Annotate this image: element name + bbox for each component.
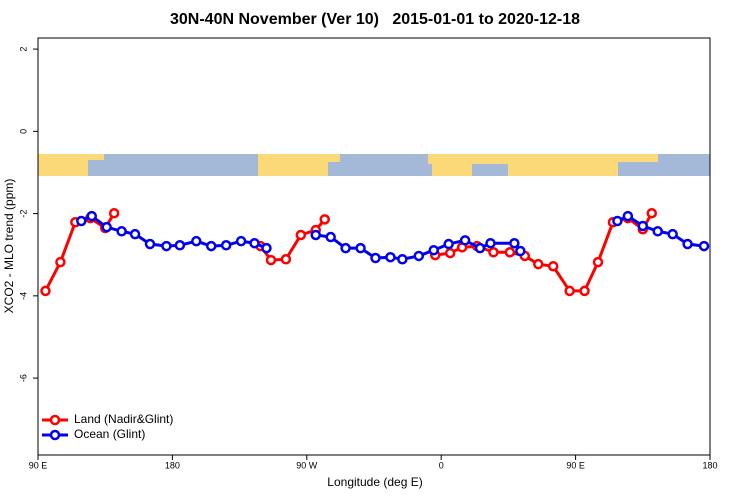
point <box>249 237 260 249</box>
point <box>355 242 366 254</box>
point <box>129 228 141 240</box>
point <box>235 235 247 247</box>
legend-label: Land (Nadir&Glint) <box>74 412 173 426</box>
y-tick-label: -6 <box>18 374 28 382</box>
point <box>504 247 516 258</box>
point <box>205 240 217 252</box>
point <box>310 229 322 241</box>
legend-label: Ocean (Glint) <box>74 427 145 441</box>
point <box>116 226 127 237</box>
y-tick-label: -2 <box>18 210 28 218</box>
point <box>76 215 87 227</box>
point <box>547 260 559 272</box>
point <box>370 252 381 264</box>
point <box>325 231 336 243</box>
point <box>191 235 202 247</box>
point <box>161 240 172 252</box>
point <box>444 247 456 259</box>
point <box>340 242 351 254</box>
point <box>265 254 277 266</box>
legend-marker <box>49 429 61 441</box>
point <box>86 210 98 222</box>
x-tick-label: 180 <box>165 460 180 470</box>
point <box>592 256 604 268</box>
point <box>428 244 439 256</box>
chart-title: 30N-40N November (Ver 10) 2015-01-01 to … <box>170 11 580 28</box>
point <box>174 240 186 251</box>
x-tick-label: 90 W <box>296 460 318 470</box>
point <box>459 235 471 246</box>
point <box>485 237 496 249</box>
point <box>101 221 112 233</box>
x-tick-label: 90 E <box>29 460 48 470</box>
x-tick-label: 90 E <box>566 460 585 470</box>
y-axis-title: XCO2 - MLO trend (ppm) <box>2 179 16 314</box>
point <box>261 242 272 254</box>
y-tick-label: 2 <box>18 47 28 52</box>
point <box>533 258 544 270</box>
point <box>474 242 486 254</box>
x-axis-title: Longitude (deg E) <box>327 475 422 489</box>
point <box>220 240 232 251</box>
point <box>637 220 649 232</box>
point <box>579 285 590 297</box>
point <box>443 238 454 250</box>
x-tick-label: 0 <box>439 460 444 470</box>
point <box>652 226 663 237</box>
point <box>280 253 292 265</box>
point <box>646 207 658 219</box>
point <box>564 285 575 297</box>
point <box>108 207 120 219</box>
plot-frame <box>37 37 711 456</box>
point <box>698 240 710 252</box>
point <box>40 285 51 297</box>
point <box>413 250 425 262</box>
point <box>144 238 156 250</box>
point <box>622 210 634 222</box>
y-tick-label: 0 <box>18 129 28 134</box>
point <box>55 256 66 268</box>
point <box>397 253 408 265</box>
legend-marker <box>49 414 61 426</box>
point <box>385 251 396 263</box>
point <box>515 245 526 257</box>
x-tick-label: 180 <box>702 460 717 470</box>
point <box>295 229 307 241</box>
map-strip <box>38 154 710 176</box>
point <box>667 228 678 240</box>
point <box>682 238 693 250</box>
y-tick-label: -4 <box>18 292 28 300</box>
point <box>612 215 623 227</box>
point <box>509 237 520 249</box>
point <box>488 247 499 258</box>
point <box>319 214 330 225</box>
